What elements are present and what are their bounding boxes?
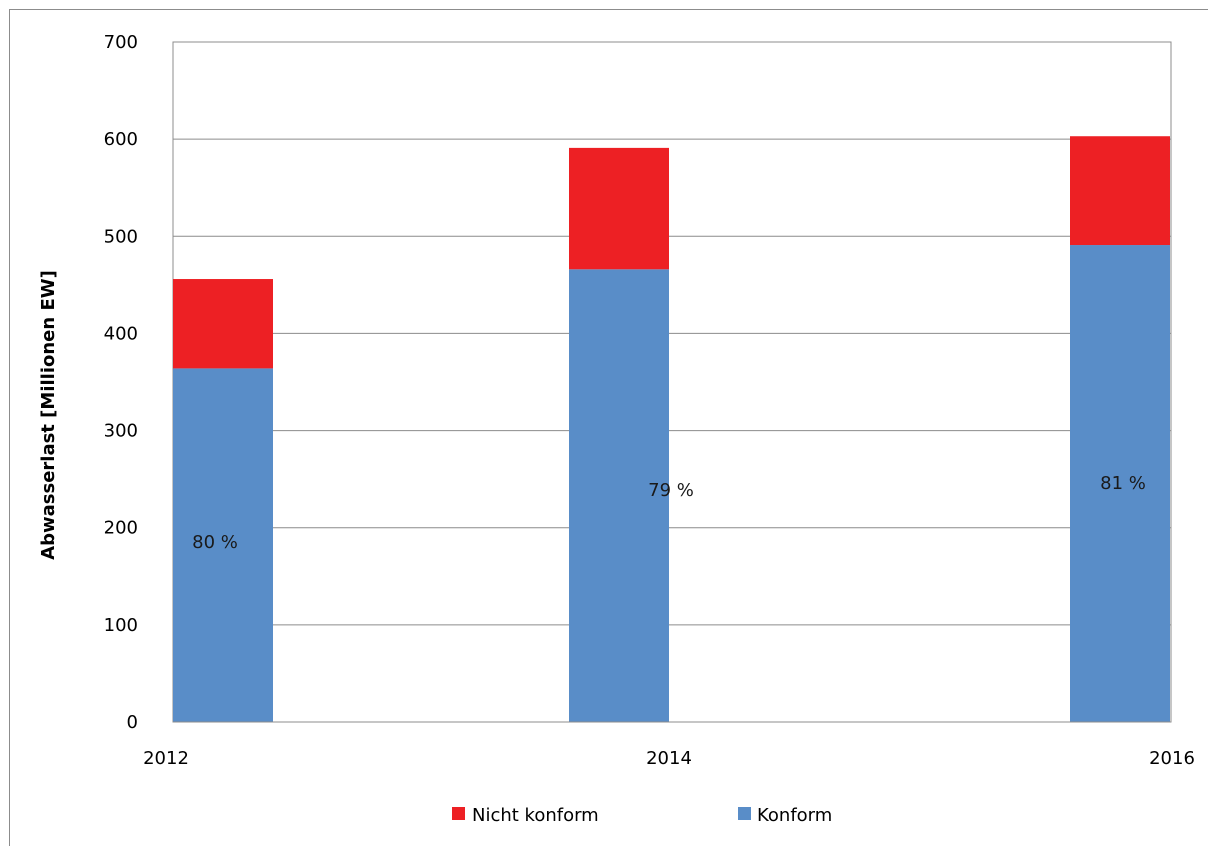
data-label: 81 % (1100, 473, 1146, 494)
y-tick-label: 300 (104, 421, 138, 442)
chart-frame (9, 9, 1208, 846)
bar-nicht-konform (569, 147, 669, 270)
x-tick-label: 2012 (143, 748, 189, 769)
bar-nicht-konform (173, 279, 273, 369)
data-label: 79 % (648, 480, 694, 501)
data-label: 80 % (192, 532, 238, 553)
bar-nicht-konform (1070, 136, 1170, 246)
y-tick-label: 100 (104, 615, 138, 636)
legend-label: Nicht konform (472, 805, 599, 826)
y-tick-label: 500 (104, 226, 138, 247)
legend-swatch (738, 807, 751, 820)
y-tick-label: 400 (104, 323, 138, 344)
y-axis-title: Abwasserlast [Millionen EW] (38, 270, 59, 560)
legend-label: Konform (757, 805, 832, 826)
y-tick-label: 0 (127, 712, 138, 733)
x-tick-label: 2014 (646, 748, 692, 769)
y-tick-label: 700 (104, 32, 138, 53)
y-tick-label: 600 (104, 129, 138, 150)
plot-area-border (172, 41, 1172, 723)
y-tick-label: 200 (104, 518, 138, 539)
bar-konform (1070, 245, 1170, 722)
x-tick-label: 2016 (1149, 748, 1195, 769)
bar-konform (173, 368, 273, 722)
bar-konform (569, 269, 669, 722)
legend-swatch (452, 807, 465, 820)
